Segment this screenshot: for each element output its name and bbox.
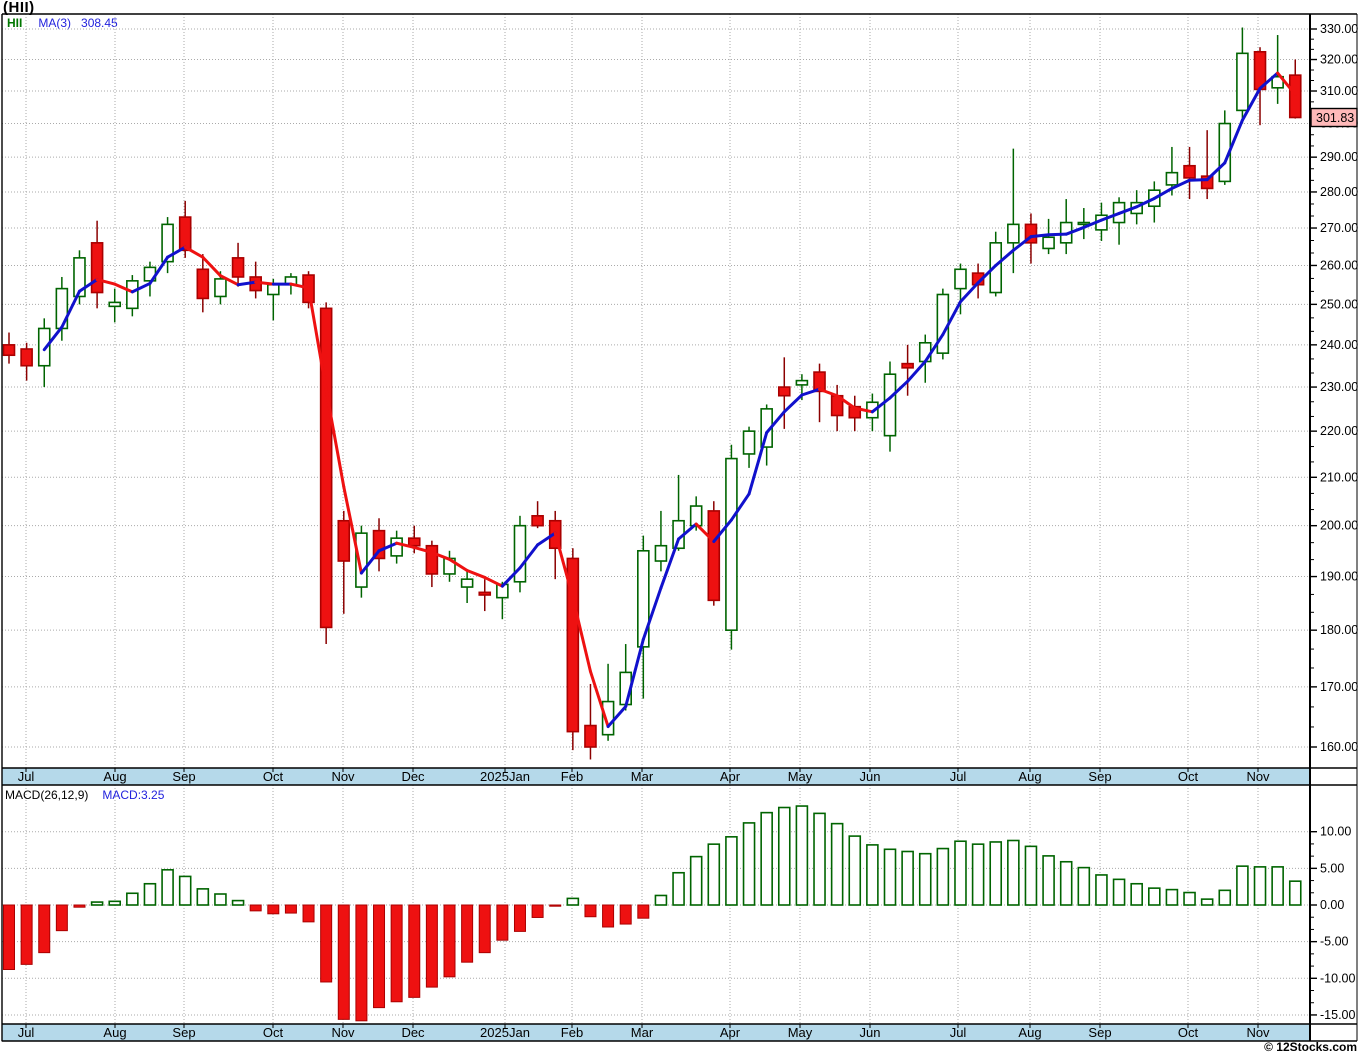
month-label: Apr (720, 769, 741, 784)
month-label: Dec (401, 1025, 425, 1040)
price-tick-label: 260.00 (1320, 258, 1358, 272)
month-label: Dec (401, 769, 425, 784)
macd-legend: MACD(26,12,9) MACD:3.25 (5, 788, 164, 802)
page-title: (HII) (3, 0, 35, 16)
macd-histogram (3, 805, 1302, 1022)
ma-value: 308.45 (81, 16, 118, 30)
month-label: May (788, 1025, 813, 1040)
macd-params-label: MACD(26,12,9) (5, 788, 89, 802)
month-label: Jun (860, 1025, 881, 1040)
gridlines (2, 14, 1310, 1024)
last-price-box (1310, 107, 1358, 128)
macd-tick-label: -10.00 (1320, 971, 1355, 985)
month-label: Jun (860, 769, 881, 784)
month-label: Nov (331, 769, 355, 784)
month-label: Jul (950, 769, 967, 784)
price-tick-label: 230.00 (1320, 380, 1358, 394)
macd-tick-label: 5.00 (1320, 861, 1344, 875)
macd-axis: 10.00 5.00 0.00 -5.00 -10.00 -15.00 (1310, 825, 1355, 1022)
macd-tick-label: -5.00 (1320, 935, 1349, 949)
price-tick-label: 270.00 (1320, 221, 1358, 235)
price-tick-label: 320.00 (1320, 53, 1358, 67)
price-tick-label: 210.00 (1320, 470, 1358, 484)
ticker-symbol-label: HII (7, 16, 23, 30)
ma-line (42, 71, 1297, 729)
month-label: Oct (263, 769, 284, 784)
month-label: Sep (172, 1025, 195, 1040)
price-tick-label: 250.00 (1320, 297, 1358, 311)
price-tick-label: 160.00 (1320, 740, 1358, 754)
ma-label: MA(3) (38, 16, 72, 30)
price-tick-label: 180.00 (1320, 623, 1358, 637)
month-label: Nov (1246, 769, 1270, 784)
macd-tick-label: -15.00 (1320, 1008, 1355, 1022)
month-label: May (788, 769, 813, 784)
month-label: Oct (1178, 769, 1199, 784)
price-legend: HII MA(3) 308.45 (7, 16, 118, 30)
price-tick-label: 310.00 (1320, 84, 1358, 98)
month-label: Mar (631, 769, 654, 784)
month-label: Oct (1178, 1025, 1199, 1040)
month-label: Sep (1088, 769, 1111, 784)
month-label: Jul (18, 1025, 35, 1040)
month-label: Jul (950, 1025, 967, 1040)
price-tick-label: 190.00 (1320, 570, 1358, 584)
watermark: © 12Stocks.com (1264, 1040, 1357, 1054)
month-label: Feb (561, 1025, 583, 1040)
month-label: Feb (561, 769, 583, 784)
month-label: 2025Jan (480, 769, 530, 784)
price-tick-label: 240.00 (1320, 338, 1358, 352)
month-label: 2025Jan (480, 1025, 530, 1040)
month-label: Aug (103, 769, 126, 784)
price-tick-label: 290.00 (1320, 150, 1358, 164)
macd-tick-label: 10.00 (1320, 825, 1351, 839)
month-label: Mar (631, 1025, 654, 1040)
month-label: Aug (1018, 1025, 1041, 1040)
price-tick-label: 280.00 (1320, 185, 1358, 199)
macd-value-label: MACD:3.25 (102, 788, 165, 802)
month-label: Sep (172, 769, 195, 784)
month-label: Aug (1018, 769, 1041, 784)
month-label: Apr (720, 1025, 741, 1040)
price-tick-label: 170.00 (1320, 680, 1358, 694)
pane-borders (1, 13, 1358, 1042)
price-tick-label: 200.00 (1320, 519, 1358, 533)
month-label: Nov (331, 1025, 355, 1040)
price-tick-label: 220.00 (1320, 424, 1358, 438)
month-label: Aug (103, 1025, 126, 1040)
candles (2, 27, 1302, 760)
price-axis: 330.00320.00310.00300.00290.00280.00270.… (1310, 22, 1358, 754)
price-tick-label: 330.00 (1320, 22, 1358, 36)
macd-tick-label: 0.00 (1320, 898, 1344, 912)
month-label: Oct (263, 1025, 284, 1040)
month-label: Nov (1246, 1025, 1270, 1040)
month-label: Jul (18, 769, 35, 784)
last-price-label: 301.83 (1316, 111, 1354, 125)
month-label: Sep (1088, 1025, 1111, 1040)
